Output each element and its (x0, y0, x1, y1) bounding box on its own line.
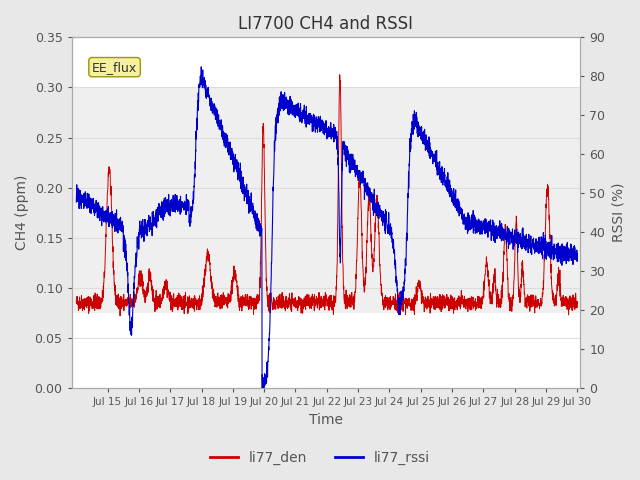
Y-axis label: RSSI (%): RSSI (%) (611, 183, 625, 242)
X-axis label: Time: Time (309, 413, 343, 427)
Bar (72, 87, 580, 313)
Title: LI7700 CH4 and RSSI: LI7700 CH4 and RSSI (239, 15, 413, 33)
Legend: li77_den, li77_rssi: li77_den, li77_rssi (204, 445, 436, 471)
Y-axis label: CH4 (ppm): CH4 (ppm) (15, 175, 29, 251)
Text: EE_flux: EE_flux (92, 60, 137, 73)
